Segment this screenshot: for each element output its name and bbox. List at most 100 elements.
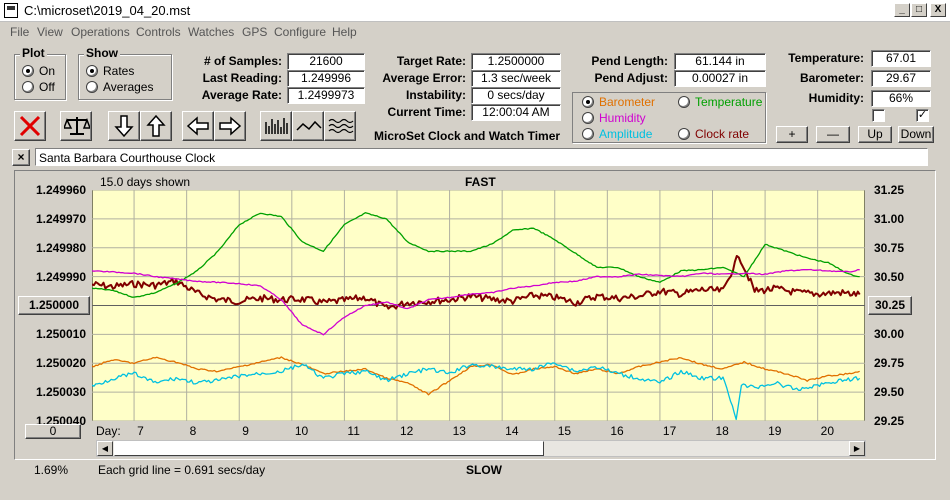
temperature-value: 67.01 (871, 50, 931, 67)
y-right-tick-label: 29.50 (874, 385, 905, 400)
scroll-thumb[interactable] (114, 441, 544, 456)
app-icon[interactable] (4, 3, 18, 18)
x-tick-label: 9 (242, 424, 249, 438)
show-averages-radio[interactable] (86, 81, 98, 93)
x-tick-label: 18 (715, 424, 729, 438)
menu-gps[interactable]: GPS (242, 25, 268, 39)
series-temperature (92, 212, 860, 298)
scale-button[interactable] (60, 111, 92, 141)
current-time-value: 12:00:04 AM (471, 104, 561, 121)
menu-help[interactable]: Help (332, 25, 357, 39)
scroll-left-icon[interactable]: ◀ (97, 441, 113, 456)
x-tick-label: 8 (189, 424, 197, 438)
maximize-button[interactable]: □ (911, 3, 927, 17)
arrow-down-icon (114, 115, 134, 138)
bottom-left-percent: 1.69% (34, 463, 69, 477)
barometer-label: Barometer: (799, 71, 864, 85)
arrow-right-button[interactable] (214, 111, 246, 141)
x-tick-label: 14 (505, 424, 519, 438)
plus-button[interactable]: + (776, 126, 808, 143)
wave-view-button[interactable] (324, 111, 356, 141)
minimize-button[interactable]: _ (894, 3, 910, 17)
minus-button[interactable]: — (816, 126, 850, 143)
clock-rate-radio[interactable] (678, 128, 690, 140)
x-tick-label: 15 (557, 424, 572, 438)
zero-button[interactable]: 0 (25, 424, 81, 439)
pend-length-value: 61.144 in (674, 53, 766, 70)
average-rate-value: 1.2499973 (287, 87, 365, 104)
samples-value: 21600 (287, 53, 365, 70)
red-x-icon (19, 115, 41, 137)
plot-off-radio[interactable] (22, 81, 34, 93)
series-clock-rate (92, 255, 861, 310)
y-left-tick-label: 1.249990 (35, 269, 86, 284)
amplitude-radio[interactable] (582, 128, 594, 140)
clock-close-button[interactable]: × (12, 149, 30, 166)
plot-on-radio[interactable] (22, 65, 34, 77)
close-button[interactable]: X (930, 3, 946, 17)
line-graph-icon (296, 120, 322, 131)
app-caption: MicroSet Clock and Watch Timer (374, 129, 561, 143)
scroll-right-icon[interactable]: ▶ (849, 441, 865, 456)
plot-off-label: Off (39, 80, 55, 94)
pend-adjust-label: Pend Adjust: (594, 71, 668, 85)
wave-lines-icon (328, 118, 354, 134)
y-right-tick-label: 29.75 (874, 356, 905, 371)
average-rate-label: Average Rate: (201, 88, 282, 102)
temperature-radio[interactable] (678, 96, 690, 108)
window-title: C:\microset\2019_04_20.mst (24, 3, 191, 18)
arrow-left-button[interactable] (182, 111, 214, 141)
arrow-down-button[interactable] (108, 111, 140, 141)
temperature-label: Temperature: (788, 51, 864, 65)
show-rates-radio[interactable] (86, 65, 98, 77)
humidity-radio[interactable] (582, 112, 594, 124)
x-tick-label: 19 (768, 424, 782, 438)
slow-label: SLOW (466, 463, 502, 477)
x-tick-label: 12 (399, 424, 414, 438)
menu-bar: File View Operations Controls Watches GP… (0, 22, 950, 42)
y-right-tick-label: 31.00 (874, 211, 905, 226)
line-view-button[interactable] (292, 111, 324, 141)
center-rate-button[interactable]: 1.250000 (18, 296, 90, 315)
menu-configure[interactable]: Configure (274, 25, 327, 39)
bar-view-button[interactable] (260, 111, 292, 141)
average-error-value: 1.3 sec/week (471, 70, 561, 87)
y-right-tick-label: 30.75 (874, 240, 905, 255)
title-bar: C:\microset\2019_04_20.mst _ □ X (0, 0, 950, 22)
amplitude-option-label: Amplitude (599, 127, 653, 141)
plot-group-title: Plot (20, 46, 47, 60)
checkbox-1[interactable] (872, 109, 885, 122)
rate-chart-plot[interactable] (92, 190, 865, 421)
series-amplitude (92, 362, 861, 421)
barometer-radio[interactable] (582, 96, 594, 108)
target-rate-value: 1.2500000 (471, 53, 561, 70)
show-group (78, 54, 172, 100)
balance-scale-icon (64, 117, 90, 135)
arrow-up-button[interactable] (140, 111, 172, 141)
menu-file[interactable]: File (10, 25, 30, 39)
y-left-tick-label: 1.249960 (35, 183, 86, 197)
series-barometer (92, 356, 860, 396)
up-button[interactable]: Up (858, 126, 892, 143)
menu-view[interactable]: View (37, 25, 63, 39)
instability-value: 0 secs/day (471, 87, 561, 104)
last-reading-value: 1.249996 (287, 70, 365, 87)
average-error-label: Average Error: (382, 71, 466, 85)
y-left-tick-label: 1.250030 (35, 385, 86, 400)
y-right-tick-label: 30.50 (874, 269, 905, 284)
pend-length-label: Pend Length: (591, 54, 668, 68)
right-axis-button[interactable]: 30.25 (868, 296, 912, 315)
y-left-tick-label: 1.249970 (35, 211, 86, 226)
instability-label: Instability: (405, 88, 466, 102)
clear-button[interactable] (14, 111, 46, 141)
sensor-select-group (572, 92, 766, 143)
down-button[interactable]: Down (898, 126, 934, 143)
menu-watches[interactable]: Watches (188, 25, 235, 39)
menu-controls[interactable]: Controls (136, 25, 181, 39)
checkbox-2[interactable]: ✓ (916, 109, 929, 122)
show-group-title: Show (84, 46, 120, 60)
menu-operations[interactable]: Operations (71, 25, 130, 39)
clock-name-field[interactable]: Santa Barbara Courthouse Clock (35, 148, 928, 166)
chart-scrollbar[interactable]: ◀ ▶ (96, 440, 866, 457)
temperature-option-label: Temperature (695, 95, 763, 109)
